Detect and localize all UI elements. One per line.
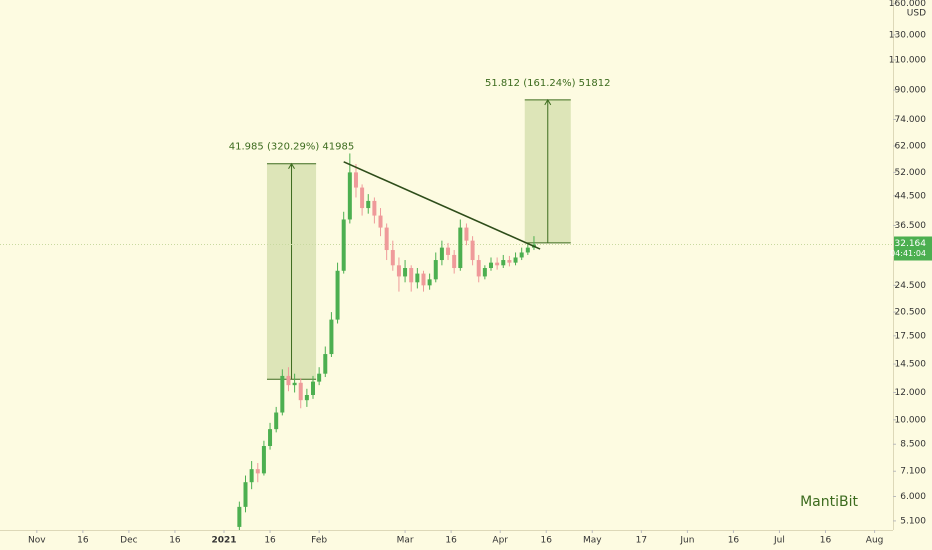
y-tick-label: 12.000: [895, 388, 927, 398]
candle-body: [415, 273, 420, 283]
candle-body: [470, 240, 475, 261]
candle-body: [304, 394, 309, 401]
candle-body: [384, 227, 389, 251]
y-tick-label: 160.000: [889, 0, 926, 9]
candle-body: [335, 270, 340, 320]
y-tick-label: 8.500: [900, 440, 926, 450]
candle-body: [396, 265, 401, 277]
y-tick-label: 110.000: [889, 55, 926, 65]
x-tick-label: Apr: [492, 536, 508, 546]
candle-body: [446, 247, 451, 255]
candle-body: [439, 247, 444, 261]
watermark: MantiBit: [800, 494, 858, 510]
candle-body: [237, 506, 242, 527]
candle-body: [525, 247, 530, 253]
y-tick-label: 52.000: [895, 168, 927, 178]
candle-body: [249, 469, 254, 483]
candle-body: [495, 262, 500, 266]
measure-arrow-head: [288, 162, 295, 169]
x-tick-label: Aug: [866, 536, 884, 546]
candle-body: [268, 429, 273, 447]
y-tick-label: 44.500: [895, 191, 927, 201]
x-tick-label: 16: [820, 536, 832, 546]
trendline: [343, 161, 541, 250]
candle-body: [286, 375, 291, 386]
x-tick-label: Feb: [311, 536, 327, 546]
x-tick-label: 16: [264, 536, 276, 546]
x-tick-label: Dec: [120, 536, 137, 546]
candle-body: [360, 187, 365, 209]
y-tick-label: 62.000: [895, 141, 927, 151]
x-tick-label: Nov: [28, 536, 46, 546]
candle-body: [507, 260, 512, 263]
y-tick-label: 6.000: [900, 492, 926, 502]
measure-label: 51.812 (161.24%) 51812: [485, 78, 610, 89]
y-tick-label: 10.000: [895, 415, 927, 425]
candle-body: [433, 260, 438, 280]
x-tick-label: 16: [77, 536, 89, 546]
candle-body: [513, 257, 518, 263]
candle-body: [353, 172, 358, 188]
x-tick-label: Mar: [397, 536, 414, 546]
candle-body: [366, 200, 371, 209]
last-price-tag: [894, 236, 932, 261]
candle-body: [452, 254, 457, 269]
y-tick-label: 24.500: [895, 281, 927, 291]
x-tick-label: 16: [169, 536, 181, 546]
candle-body: [341, 219, 346, 271]
currency-label: USD: [907, 9, 926, 19]
candle-body: [409, 268, 414, 283]
candle-body: [261, 446, 266, 474]
candle-body: [372, 200, 377, 216]
candle-body: [458, 227, 463, 269]
candle-body: [292, 382, 297, 386]
candle-body: [403, 268, 408, 277]
x-tick-label: Jul: [773, 536, 785, 546]
x-tick-label: 16: [445, 536, 457, 546]
candle-body: [390, 250, 395, 266]
candle-body: [255, 469, 260, 474]
x-tick-label: 17: [636, 536, 647, 546]
candle-body: [274, 412, 279, 430]
y-tick-label: 7.100: [900, 467, 926, 477]
candle-body: [427, 279, 432, 286]
y-tick-label: 74.000: [895, 115, 927, 125]
y-tick-label: 17.500: [895, 331, 927, 341]
candle-body: [298, 382, 303, 401]
y-tick-label: 20.500: [895, 308, 927, 318]
candle-body: [280, 375, 285, 413]
x-tick-label: 2021: [211, 536, 236, 546]
candle-body: [482, 268, 487, 277]
candle-body: [501, 260, 506, 266]
candle-body: [421, 273, 426, 286]
candle-body: [476, 260, 481, 277]
y-tick-label: 36.500: [895, 221, 927, 231]
candle-body: [329, 319, 334, 355]
candle-body: [317, 373, 322, 382]
candle-body: [464, 227, 469, 241]
y-tick-label: 14.500: [895, 360, 927, 370]
measure-arrow-head: [544, 98, 552, 106]
candle-body: [243, 482, 248, 507]
candle-body: [488, 262, 493, 269]
candle-body: [378, 215, 383, 228]
x-tick-label: May: [583, 536, 602, 546]
last-price-label: 32.164: [895, 239, 927, 249]
x-tick-label: 16: [728, 536, 740, 546]
countdown-label: 04:41:04: [890, 249, 926, 258]
y-tick-label: 90.000: [895, 86, 927, 96]
x-tick-label: Jun: [679, 536, 694, 546]
candle-body: [347, 172, 352, 220]
y-tick-label: 130.000: [889, 30, 926, 40]
measure-label: 41.985 (320.29%) 41985: [229, 142, 354, 153]
candle-body: [519, 252, 524, 258]
x-tick-label: 16: [541, 536, 553, 546]
candle-body: [311, 381, 316, 395]
candle-body: [323, 354, 328, 374]
y-tick-label: 5.100: [900, 516, 926, 526]
